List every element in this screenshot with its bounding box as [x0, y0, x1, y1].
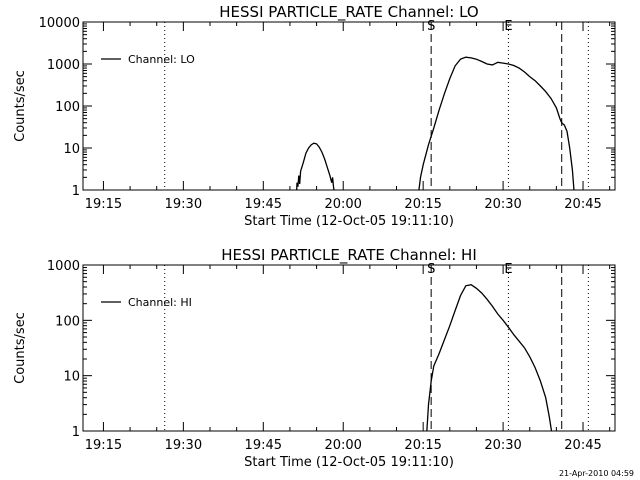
x-tick-label: 20:15 [404, 197, 441, 212]
y-tick-label: 10 [63, 370, 80, 385]
chart-title: HESSI PARTICLE_RATE Channel: HI [221, 246, 477, 265]
x-axis-label: Start Time (12-Oct-05 19:11:10) [244, 214, 454, 229]
y-tick-label: 1 [72, 425, 80, 440]
x-tick-label: 20:30 [484, 197, 521, 212]
legend-label: Channel: HI [128, 296, 192, 309]
legend-label: Channel: LO [128, 53, 195, 66]
time-marker-label: E [504, 19, 512, 34]
y-tick-label: 1 [72, 184, 80, 199]
series-line [296, 142, 335, 190]
y-axis-label: Counts/sec [13, 70, 28, 142]
time-marker-label: S [427, 19, 435, 34]
x-tick-label: 20:00 [324, 197, 361, 212]
y-tick-label: 100 [55, 314, 80, 329]
x-tick-label: 19:30 [165, 438, 202, 453]
y-tick-label: 1000 [47, 259, 80, 274]
chart-title: HESSI PARTICLE_RATE Channel: LO [219, 3, 478, 22]
x-tick-label: 19:15 [85, 438, 122, 453]
y-tick-label: 100 [55, 100, 80, 115]
series-line [418, 56, 575, 190]
time-marker-label: S [427, 262, 435, 277]
plot-frame [82, 264, 616, 432]
x-tick-label: 20:45 [564, 438, 601, 453]
x-tick-label: 20:15 [404, 438, 441, 453]
x-tick-label: 19:30 [165, 197, 202, 212]
footer-timestamp: 21-Apr-2010 04:59 [558, 469, 634, 478]
y-tick-label: 1000 [47, 58, 80, 73]
x-tick-label: 19:15 [85, 197, 122, 212]
x-axis-label: Start Time (12-Oct-05 19:11:10) [244, 455, 454, 470]
x-tick-label: 19:45 [245, 438, 282, 453]
y-tick-label: 10000 [39, 16, 80, 31]
time-marker-label: E [504, 262, 512, 277]
y-axis-label: Counts/sec [13, 312, 28, 384]
x-tick-label: 19:45 [245, 197, 282, 212]
series-line [426, 284, 553, 431]
x-tick-label: 20:45 [564, 197, 601, 212]
x-tick-label: 20:00 [324, 438, 361, 453]
x-tick-label: 20:30 [484, 438, 521, 453]
y-tick-label: 10 [63, 142, 80, 157]
plot-frame [82, 21, 616, 191]
